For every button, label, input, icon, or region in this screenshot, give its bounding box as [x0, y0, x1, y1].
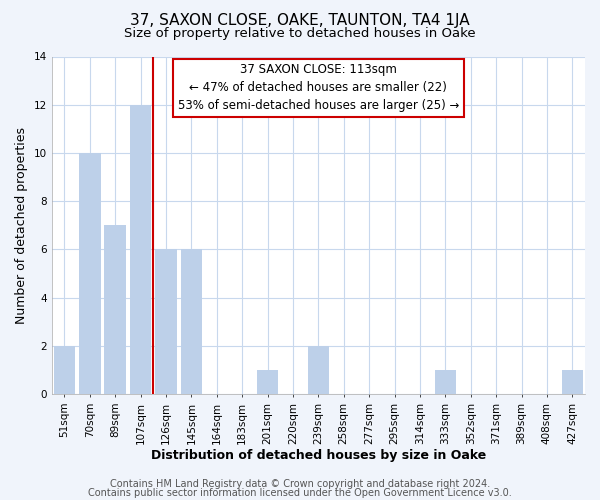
Text: 37 SAXON CLOSE: 113sqm
← 47% of detached houses are smaller (22)
53% of semi-det: 37 SAXON CLOSE: 113sqm ← 47% of detached…	[178, 64, 459, 112]
Bar	[434, 370, 456, 394]
Bar	[181, 250, 202, 394]
Bar	[562, 370, 583, 394]
Text: Size of property relative to detached houses in Oake: Size of property relative to detached ho…	[124, 28, 476, 40]
Text: 37, SAXON CLOSE, OAKE, TAUNTON, TA4 1JA: 37, SAXON CLOSE, OAKE, TAUNTON, TA4 1JA	[130, 12, 470, 28]
Bar	[79, 153, 101, 394]
Y-axis label: Number of detached properties: Number of detached properties	[15, 127, 28, 324]
Bar	[257, 370, 278, 394]
Bar	[155, 250, 177, 394]
Text: Contains HM Land Registry data © Crown copyright and database right 2024.: Contains HM Land Registry data © Crown c…	[110, 479, 490, 489]
Text: Contains public sector information licensed under the Open Government Licence v3: Contains public sector information licen…	[88, 488, 512, 498]
Bar	[104, 226, 126, 394]
X-axis label: Distribution of detached houses by size in Oake: Distribution of detached houses by size …	[151, 450, 486, 462]
Bar	[130, 104, 151, 394]
Bar	[308, 346, 329, 394]
Bar	[53, 346, 75, 394]
